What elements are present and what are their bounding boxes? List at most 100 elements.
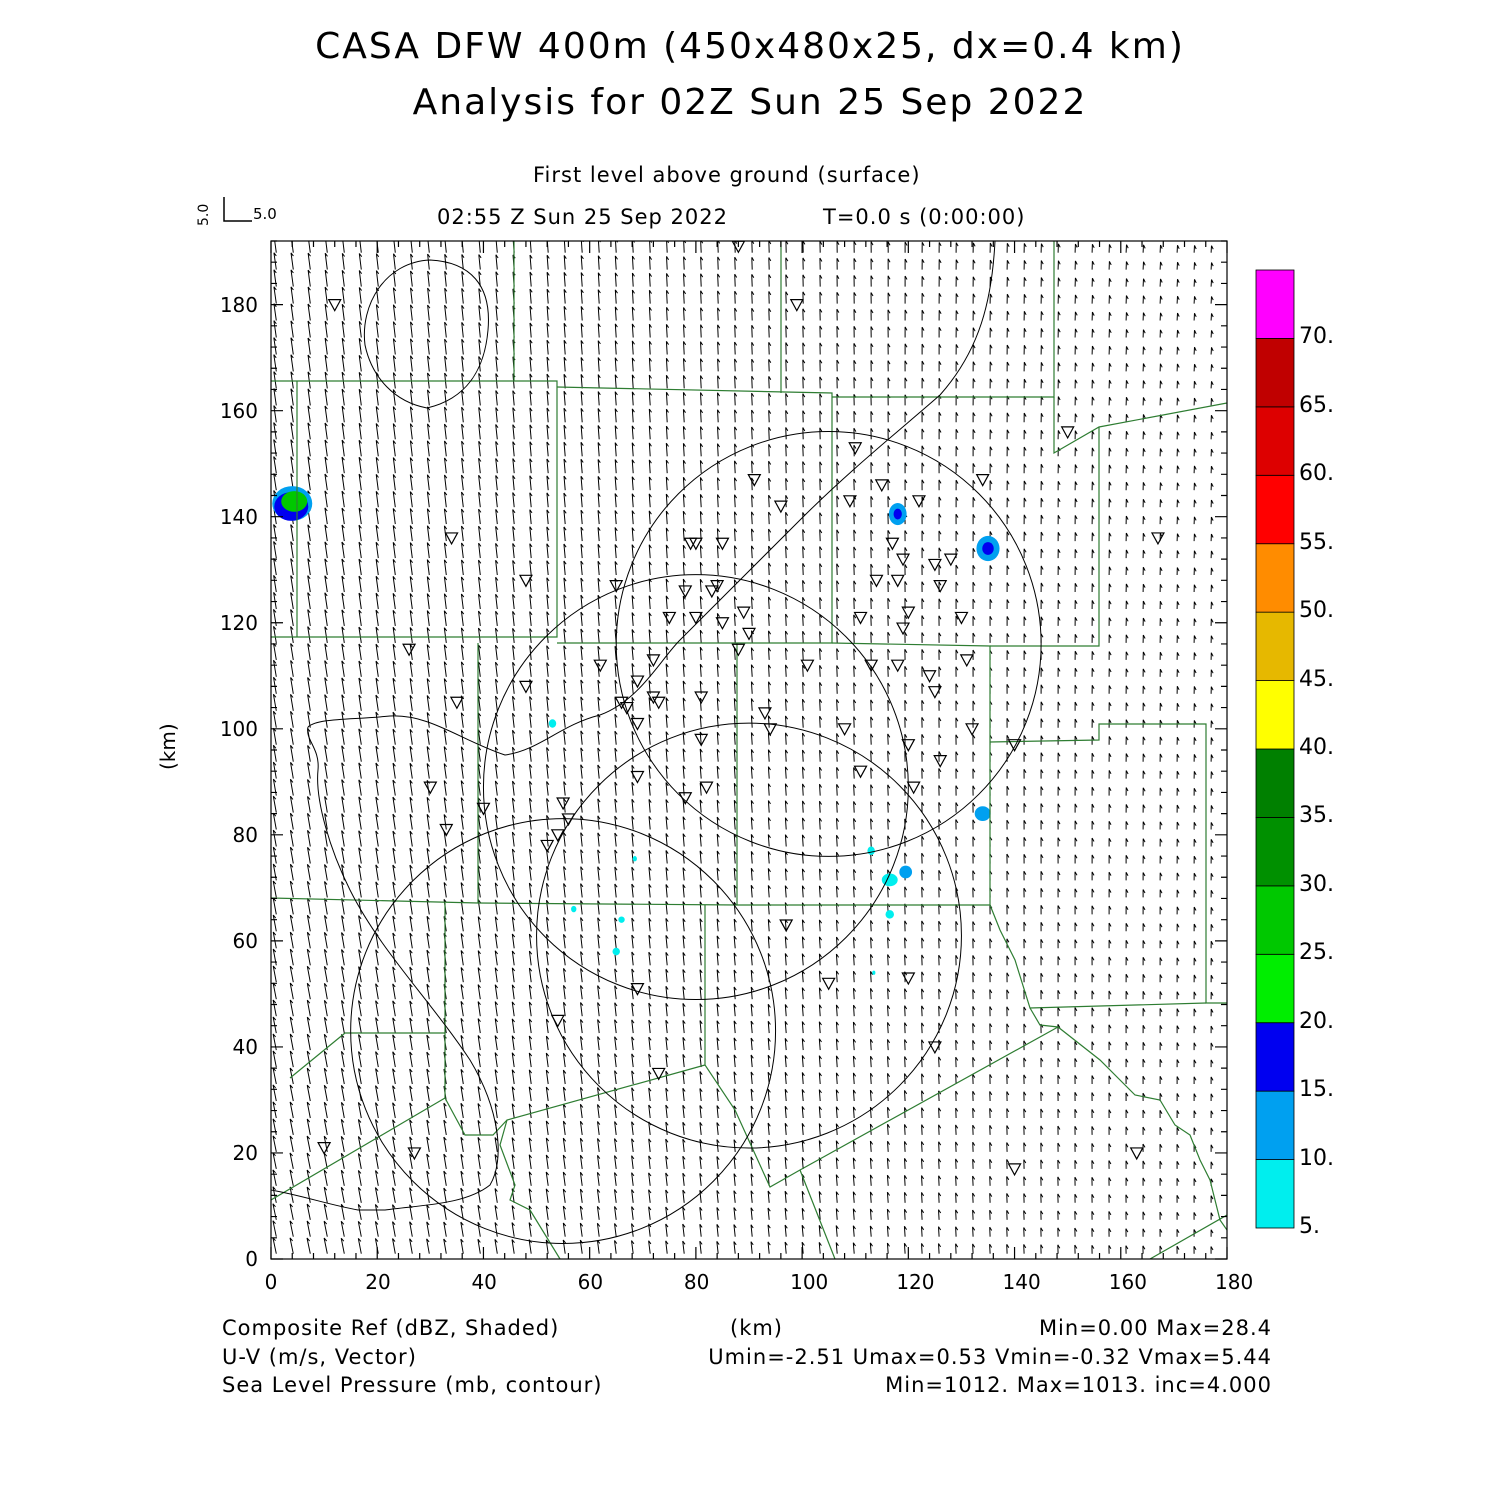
station-marker — [439, 823, 454, 837]
station-marker — [646, 654, 661, 668]
station-marker — [779, 919, 794, 933]
station-marker — [556, 797, 571, 811]
station-marker — [773, 500, 788, 514]
station-marker — [630, 982, 645, 996]
station-marker — [864, 659, 879, 673]
field3-label: Sea Level Pressure (mb, contour) — [222, 1373, 603, 1397]
observation-stations — [317, 241, 1165, 1177]
y-tick-label: 40 — [232, 1034, 258, 1059]
station-marker — [901, 739, 916, 752]
echo-cell — [872, 970, 876, 975]
colorbar-label: 70. — [1299, 324, 1334, 350]
colorbar-label: 30. — [1299, 871, 1334, 897]
station-marker — [821, 977, 836, 991]
station-marker — [1150, 532, 1165, 546]
station-marker — [630, 770, 645, 784]
echo-cell — [867, 846, 875, 855]
x-tick-label: 20 — [365, 1270, 391, 1294]
echo-cell — [548, 719, 557, 728]
station-marker — [540, 839, 555, 853]
wind-vectors — [272, 241, 1214, 1254]
colorbar-swatch — [1255, 1090, 1295, 1160]
echo-cell — [618, 916, 625, 923]
y-tick-label: 80 — [232, 822, 258, 847]
station-marker — [449, 696, 464, 710]
y-tick-label: 0 — [245, 1247, 258, 1271]
station-marker — [715, 537, 730, 551]
station-marker — [1007, 1163, 1022, 1177]
station-marker — [800, 659, 815, 673]
echo-cell — [571, 905, 577, 913]
echo-cell — [899, 865, 913, 879]
colorbar-label: 15. — [1299, 1077, 1334, 1103]
colorbar-label: 50. — [1299, 598, 1334, 624]
colorbar-swatch — [1255, 1159, 1295, 1229]
station-marker — [619, 701, 634, 715]
station-marker — [630, 717, 645, 731]
colorbar-swatch — [1255, 748, 1295, 818]
station-marker — [327, 299, 342, 312]
echo-core — [893, 508, 902, 520]
station-marker — [933, 755, 948, 768]
station-marker — [651, 1067, 666, 1081]
colorbar-label: 35. — [1299, 803, 1334, 829]
field1-stats: Min=0.00 Max=28.4 — [1038, 1316, 1272, 1340]
station-marker — [885, 537, 900, 551]
station-marker — [890, 574, 905, 588]
x-tick-label: 180 — [1215, 1270, 1254, 1294]
station-marker — [901, 606, 916, 620]
station-marker — [561, 813, 576, 827]
plot-frame — [270, 240, 1228, 1260]
station-marker — [694, 733, 709, 747]
station-marker — [444, 532, 459, 546]
station-marker — [896, 622, 911, 636]
station-marker — [688, 611, 703, 625]
station-marker — [518, 680, 533, 694]
station-marker — [869, 574, 884, 588]
station-marker — [853, 765, 868, 779]
field1-label: Composite Ref (dBZ, Shaded) — [222, 1316, 560, 1340]
station-marker — [842, 495, 857, 509]
colorbar-label: 25. — [1299, 940, 1334, 966]
x-axis-label: (km) — [730, 1316, 784, 1340]
x-tick-label: 60 — [577, 1270, 604, 1294]
colorbar-swatch — [1255, 1022, 1295, 1092]
y-tick-label: 120 — [219, 610, 258, 635]
echo-cell — [885, 910, 894, 919]
y-tick-label: 140 — [219, 504, 258, 529]
x-tick-label: 140 — [1002, 1270, 1041, 1294]
station-marker — [906, 781, 921, 795]
colorbar-swatch — [1255, 680, 1295, 750]
title-line-2: Analysis for 02Z Sun 25 Sep 2022 — [412, 82, 1088, 123]
field2-stats: Umin=-2.51 Umax=0.53 Vmin=-0.32 Vmax=5.4… — [708, 1345, 1272, 1369]
echo-cell — [974, 806, 991, 822]
station-marker — [874, 479, 889, 493]
colorbar-label: 5. — [1299, 1214, 1320, 1239]
station-marker — [678, 585, 693, 599]
echo-core — [982, 542, 994, 555]
station-marker — [927, 1041, 942, 1055]
x-tick-label: 0 — [264, 1270, 278, 1294]
station-marker — [694, 691, 709, 705]
colorbar-swatch — [1255, 269, 1295, 339]
station-marker — [736, 606, 751, 620]
station-marker — [943, 553, 958, 567]
echo-cell — [612, 947, 620, 956]
subtitle: First level above ground (surface) — [533, 163, 921, 187]
colorbar-swatch — [1255, 406, 1295, 476]
colorbar-swatch — [1255, 611, 1295, 681]
station-marker — [965, 723, 980, 737]
station-marker — [317, 1142, 332, 1155]
colorbar-label: 40. — [1299, 735, 1334, 760]
station-marker — [699, 781, 714, 795]
station-marker — [757, 707, 772, 721]
colorbar-swatch — [1255, 817, 1295, 887]
station-marker — [1129, 1147, 1144, 1161]
station-marker — [789, 299, 804, 312]
y-tick-label: 20 — [232, 1140, 258, 1165]
station-marker — [609, 580, 624, 593]
x-tick-label: 120 — [896, 1270, 935, 1294]
station-marker — [704, 585, 719, 599]
colorbar-label: 20. — [1299, 1008, 1334, 1034]
